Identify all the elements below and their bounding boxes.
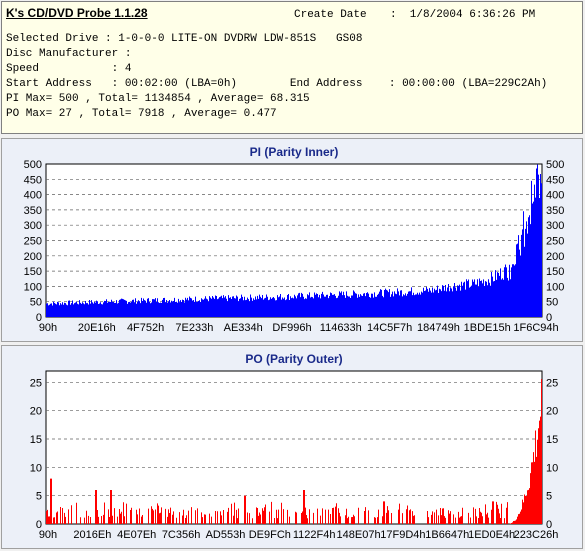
chart-title: PO (Parity Outer) [245, 352, 342, 366]
y-tick-label-right: 50 [546, 297, 558, 309]
y-tick-label-right: 400 [546, 190, 564, 202]
x-tick-label: 17F9D4h [380, 529, 425, 541]
x-tick-label: 90h [39, 322, 57, 334]
y-tick-label-right: 350 [546, 205, 564, 217]
speed-line: Speed : 4 [6, 63, 132, 75]
y-tick-label-right: 25 [546, 377, 558, 389]
y-tick-label-left: 100 [24, 281, 42, 293]
x-tick-label: 7C356h [162, 529, 201, 541]
x-tick-label: 1F6C94h [513, 322, 558, 334]
x-tick-label: 148E07h [337, 529, 381, 541]
pi-chart-panel: PI (Parity Inner) 0 0 50 50 100 100 150 150 200 20… [1, 138, 583, 342]
plot-area [45, 370, 543, 525]
y-tick-label-left: 500 [24, 159, 42, 171]
pi-bar-series [46, 164, 542, 317]
y-tick-label-right: 300 [546, 220, 564, 232]
y-tick-label-left: 150 [24, 266, 42, 278]
create-date-value: : 1/8/2004 6:36:26 PM [390, 9, 536, 21]
y-tick-label-right: 500 [546, 159, 564, 171]
y-tick-label-left: 20 [30, 406, 42, 418]
po-chart: PO (Parity Outer) 0 0 5 5 10 10 15 15 20 20 25 25 90h… [30, 352, 559, 541]
x-tick-label: 7E233h [175, 322, 213, 334]
y-tick-label-left: 0 [36, 519, 42, 531]
y-tick-label-left: 10 [30, 462, 42, 474]
y-tick-label-left: 15 [30, 434, 42, 446]
chart-title: PI (Parity Inner) [250, 145, 339, 159]
y-tick-label-left: 200 [24, 251, 42, 263]
po-chart-panel: PO (Parity Outer) 0 0 5 5 10 10 15 15 20 20 25 25 90h… [1, 345, 583, 549]
y-tick-label-left: 5 [36, 491, 42, 503]
x-tick-label: 1B6647h [425, 529, 469, 541]
y-tick-label-right: 20 [546, 406, 558, 418]
x-tick-label: 1ED0E4h [468, 529, 515, 541]
address-line: Start Address : 00:02:00 (LBA=0h) End Ad… [6, 78, 548, 90]
y-tick-label-left: 0 [36, 312, 42, 324]
app-title: K's CD/DVD Probe 1.1.28 [6, 6, 148, 20]
create-date-label: Create Date [294, 9, 367, 21]
x-tick-label: DF996h [272, 322, 311, 334]
y-tick-label-right: 150 [546, 266, 564, 278]
po-summary-line: PO Max= 27 , Total= 7918 , Average= 0.47… [6, 108, 277, 120]
po-bar-series [46, 379, 542, 524]
y-tick-label-right: 15 [546, 434, 558, 446]
pi-chart: PI (Parity Inner) 0 0 50 50 100 100 150 150 200 20… [24, 145, 565, 334]
y-tick-label-left: 350 [24, 205, 42, 217]
x-tick-label: 1122F4h [293, 529, 336, 541]
x-tick-label: 223C26h [514, 529, 559, 541]
y-tick-label-left: 450 [24, 174, 42, 186]
y-tick-label-left: 50 [30, 297, 42, 309]
x-tick-label: DE9FCh [249, 529, 291, 541]
x-tick-label: 20E16h [78, 322, 116, 334]
y-tick-label-left: 25 [30, 377, 42, 389]
y-tick-label-right: 100 [546, 281, 564, 293]
x-tick-label: 114633h [320, 322, 362, 334]
x-tick-label: 14C5F7h [367, 322, 412, 334]
y-tick-label-right: 250 [546, 236, 564, 248]
y-tick-label-left: 400 [24, 190, 42, 202]
pi-summary-line: PI Max= 500 , Total= 1134854 , Average= … [6, 93, 310, 105]
disc-manufacturer-line: Disc Manufacturer : [6, 48, 132, 60]
y-tick-label-right: 200 [546, 251, 564, 263]
y-tick-label-left: 300 [24, 220, 42, 232]
y-tick-label-right: 450 [546, 174, 564, 186]
x-tick-label: AE334h [224, 322, 263, 334]
x-tick-label: 184749h [417, 322, 460, 334]
y-tick-label-right: 10 [546, 462, 558, 474]
x-tick-label: 90h [39, 529, 57, 541]
x-tick-label: 1BDE15h [464, 322, 511, 334]
x-tick-label: 4F752h [127, 322, 164, 334]
y-tick-label-right: 0 [546, 519, 552, 531]
x-tick-label: 4E07Eh [117, 529, 156, 541]
x-tick-label: AD553h [206, 529, 246, 541]
y-tick-label-right: 0 [546, 312, 552, 324]
y-tick-label-right: 5 [546, 491, 552, 503]
info-panel: K's CD/DVD Probe 1.1.28 Create Date : 1/… [1, 1, 583, 134]
x-tick-label: 2016Eh [73, 529, 111, 541]
y-tick-label-left: 250 [24, 236, 42, 248]
selected-drive-line: Selected Drive : 1-0-0-0 LITE-ON DVDRW L… [6, 33, 363, 45]
